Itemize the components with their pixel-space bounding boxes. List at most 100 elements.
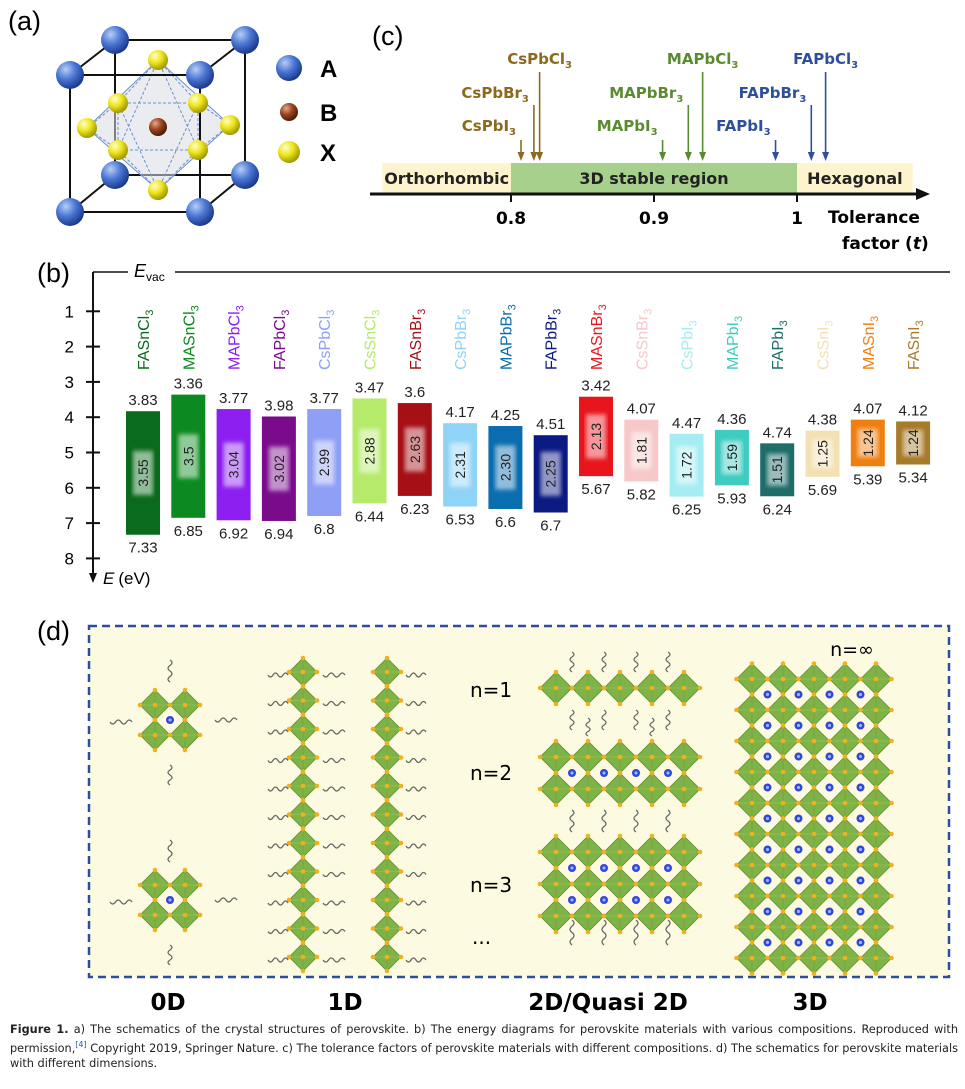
metal-atom — [300, 840, 306, 846]
halide-atom — [384, 741, 390, 746]
halide-atom — [681, 738, 687, 744]
halide-atom — [873, 878, 879, 883]
halide-atom — [286, 897, 292, 903]
metal-atom — [811, 800, 817, 806]
tolerance-label: MAPbCl3 — [667, 50, 738, 71]
halide-atom — [152, 927, 158, 933]
cbm-label: 3.6 — [404, 384, 425, 401]
cation-highlight — [168, 718, 172, 722]
halide-atom — [300, 883, 306, 889]
caption-reference-link[interactable]: [4] — [75, 1040, 87, 1049]
halide-atom — [734, 707, 739, 713]
halide-atom — [633, 913, 639, 919]
tolerance-label: CsPbBr3 — [461, 84, 529, 105]
halide-atom — [681, 929, 687, 935]
band-gap-label: 1.24 — [860, 429, 876, 456]
tolerance-arrowhead — [699, 152, 707, 161]
halide-atom — [314, 926, 320, 931]
organic-spacer-chain — [322, 729, 346, 735]
subscript: 3 — [642, 309, 654, 315]
halide-atom — [314, 840, 320, 846]
vbm-label: 6.94 — [264, 526, 293, 543]
cation-highlight — [634, 898, 638, 902]
cation-highlight — [765, 692, 770, 697]
halide-atom — [617, 929, 623, 935]
halide-atom — [697, 754, 703, 760]
halide-atom — [182, 867, 188, 873]
halide-atom — [681, 802, 687, 808]
halide-atom — [286, 698, 292, 703]
halide-atom — [384, 684, 390, 689]
cation-highlight — [827, 754, 832, 759]
tolerance-arrowhead — [772, 152, 780, 161]
region-band — [797, 163, 913, 193]
halide-atom — [286, 869, 292, 874]
x-site-atom — [220, 115, 240, 135]
halide-atom — [314, 812, 320, 817]
legend-x-atom-icon — [278, 141, 300, 163]
halide-atom — [182, 717, 188, 723]
organic-spacer-chain — [267, 729, 289, 735]
metal-atom — [842, 924, 848, 930]
gap-label-glow — [812, 439, 833, 468]
halide-atom — [734, 769, 739, 775]
halide-atom — [780, 785, 786, 790]
y-tick-label: 8 — [65, 549, 74, 568]
organic-spacer-chain — [665, 919, 671, 946]
gap-label-glow — [223, 442, 244, 487]
halide-atom — [796, 862, 801, 868]
halide-atom — [286, 755, 292, 760]
halide-atom — [553, 833, 559, 839]
b-site-atom — [149, 118, 167, 136]
material-label: MAPbCl3 — [227, 305, 247, 370]
organic-spacer-chain — [601, 709, 607, 731]
y-axis-arrow — [89, 573, 97, 583]
band-gap-label: 2.63 — [407, 436, 423, 463]
band-gap-label: 1.25 — [815, 440, 831, 467]
legend-label-x: X — [320, 140, 336, 167]
metal-atom — [384, 954, 390, 960]
halide-atom — [137, 702, 143, 708]
halide-atom — [537, 786, 543, 792]
halide-atom — [889, 738, 894, 744]
subscript: 3 — [597, 304, 609, 310]
x-tick-label: 1 — [791, 209, 803, 229]
subscript: 3 — [522, 94, 529, 105]
halide-atom — [765, 862, 770, 868]
energy-bar-FASnBr3: 2.63 3.6 6.23 FASnBr3 — [397, 309, 432, 518]
halide-atom — [811, 754, 817, 759]
n-label: n=2 — [470, 761, 512, 785]
halide-atom — [617, 770, 623, 776]
halide-atom — [811, 661, 817, 666]
gap-label-glow — [540, 451, 561, 496]
halide-atom — [300, 940, 306, 946]
halide-atom — [780, 971, 786, 976]
halide-atom — [889, 831, 894, 837]
halide-atom — [370, 669, 376, 675]
metal-atom — [300, 812, 306, 817]
metal-atom — [842, 800, 848, 806]
energy-bar-FASnI3: 1.24 4.12 5.34 FASnI3 — [896, 320, 931, 487]
halide-atom — [314, 698, 320, 703]
structure-legend: ABX — [276, 55, 337, 167]
band-gap-label: 1.59 — [724, 444, 740, 471]
halide-atom — [796, 800, 801, 806]
organic-spacer-chain — [633, 809, 639, 833]
halide-atom — [314, 669, 320, 675]
organic-spacer-chain — [322, 814, 346, 821]
energy-bar-CsPbI3: 1.72 4.47 6.25 CsPbI3 — [669, 320, 704, 519]
energy-bar-FAPbI3: 1.51 4.74 6.24 FAPbI3 — [760, 320, 795, 518]
cation-highlight — [602, 866, 606, 870]
organic-spacer-chain — [569, 919, 575, 946]
tolerance-factor-chart: Orthorhombic 3D stable region Hexagonal 0.8… — [370, 50, 930, 254]
a-site-atom — [101, 161, 129, 189]
organic-spacer-chain — [405, 757, 427, 764]
organic-spacer-chain — [569, 651, 575, 673]
halide-atom — [633, 786, 639, 792]
metal-atom — [553, 881, 559, 887]
material-label: MASnI3 — [861, 316, 881, 370]
tolerance-label: FAPbCl3 — [793, 50, 858, 71]
x-site-atom — [108, 140, 128, 160]
energy-bar-CsSnCl3: 2.88 3.47 6.44 CsSnCl3 — [352, 310, 387, 525]
subscript: 3 — [914, 320, 926, 326]
